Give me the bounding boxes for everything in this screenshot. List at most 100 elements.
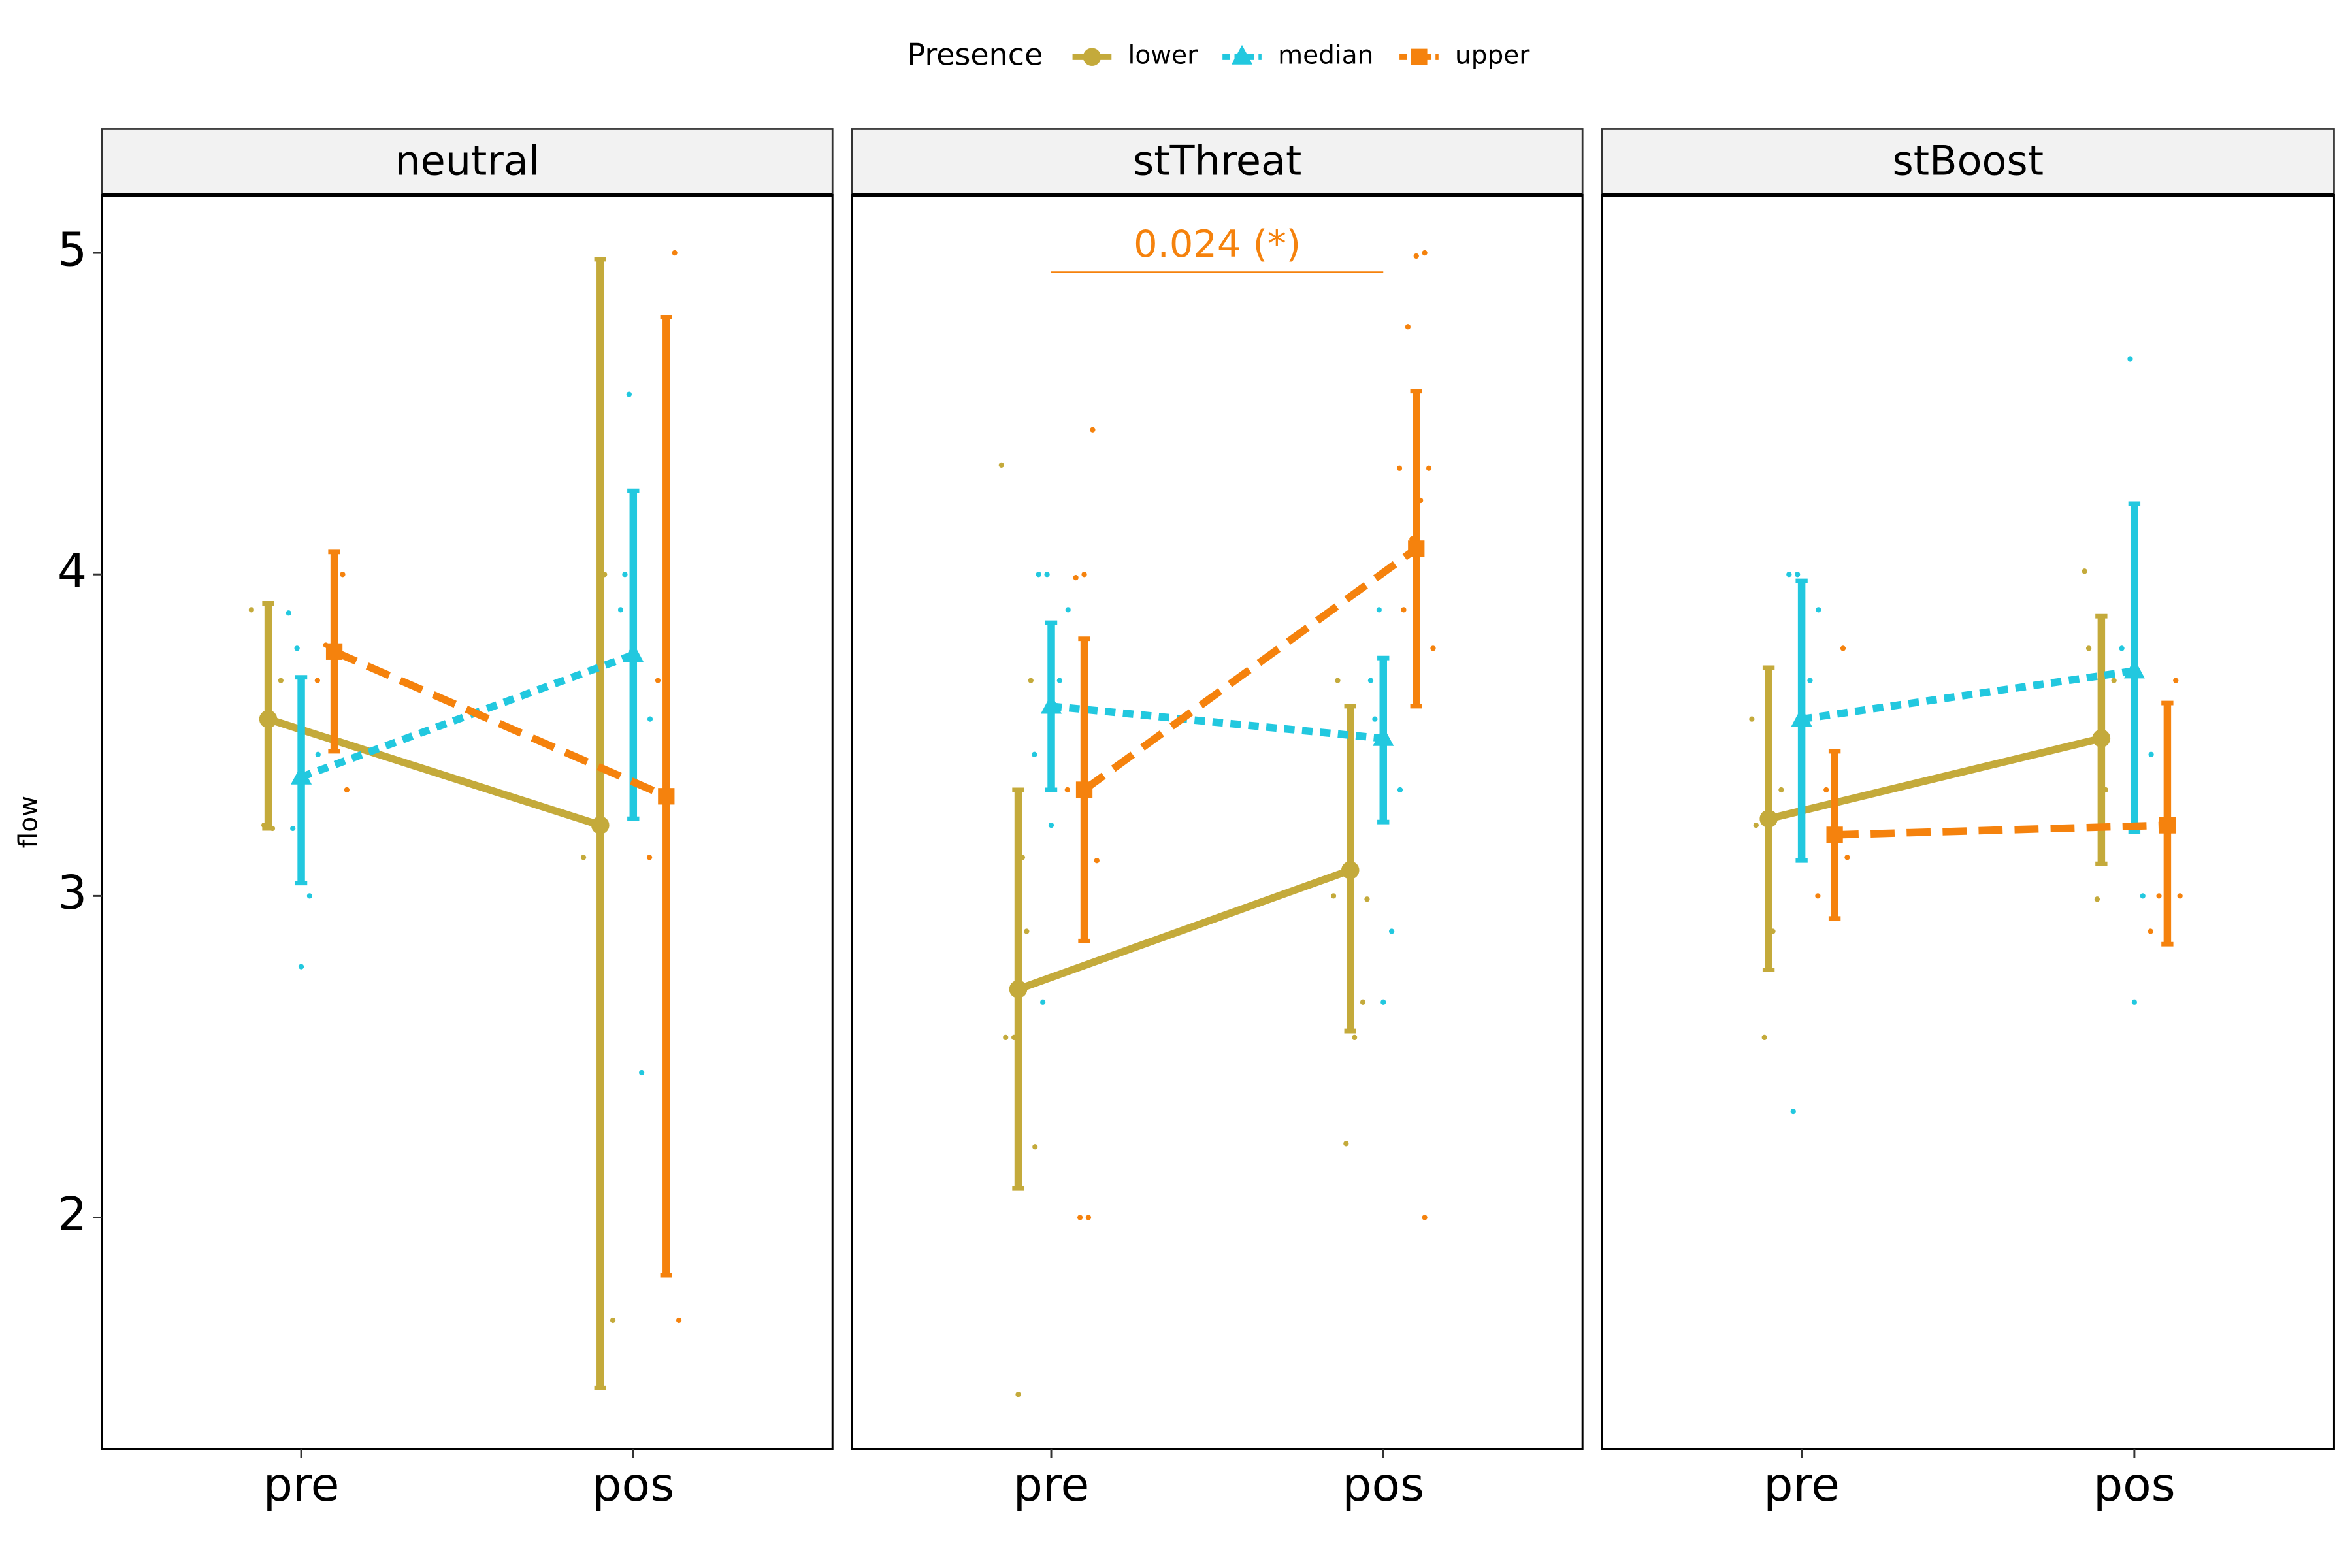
raw-point bbox=[622, 572, 628, 578]
raw-point bbox=[1044, 572, 1050, 578]
raw-point bbox=[1422, 1215, 1428, 1220]
panel-border bbox=[851, 193, 1584, 1450]
raw-point bbox=[2177, 893, 2183, 899]
legend-label: median bbox=[1278, 41, 1373, 71]
mean-point bbox=[1373, 726, 1394, 746]
raw-point bbox=[655, 678, 661, 683]
raw-point bbox=[1840, 645, 1846, 651]
raw-point bbox=[1807, 678, 1813, 683]
mean-point bbox=[658, 788, 675, 805]
series-line bbox=[1801, 667, 2135, 723]
raw-point bbox=[1388, 928, 1395, 934]
raw-point bbox=[2131, 999, 2138, 1005]
raw-point bbox=[2148, 751, 2154, 757]
raw-point bbox=[1036, 572, 1041, 578]
mean-point bbox=[623, 642, 644, 662]
x-tick-label: pos bbox=[1342, 1458, 1424, 1512]
raw-point bbox=[998, 462, 1004, 468]
raw-point bbox=[1380, 999, 1386, 1005]
mean-point bbox=[1075, 781, 1093, 798]
raw-point bbox=[1396, 465, 1403, 471]
raw-point bbox=[1094, 858, 1100, 864]
raw-point bbox=[2119, 645, 2125, 651]
raw-point bbox=[298, 964, 304, 970]
facet-strip bbox=[1601, 128, 2335, 196]
series-line bbox=[1082, 546, 1419, 793]
x-tick-label: pos bbox=[592, 1458, 674, 1512]
raw-point bbox=[1413, 253, 1419, 259]
raw-point bbox=[294, 645, 300, 651]
legend-key-marker bbox=[1411, 48, 1428, 65]
raw-point bbox=[676, 1317, 682, 1324]
mean-point bbox=[325, 643, 343, 660]
mean-point bbox=[1408, 540, 1425, 557]
raw-point bbox=[1015, 1392, 1021, 1397]
raw-point bbox=[1761, 1034, 1767, 1041]
mean-point bbox=[1759, 809, 1778, 828]
raw-point bbox=[306, 893, 313, 899]
raw-point bbox=[617, 607, 624, 613]
mean-point bbox=[1826, 826, 1843, 843]
raw-point bbox=[1815, 893, 1821, 899]
series-line bbox=[1767, 734, 2102, 823]
raw-point bbox=[1372, 716, 1378, 722]
mean-point bbox=[2159, 817, 2176, 834]
facet-strip bbox=[851, 128, 1584, 196]
raw-point bbox=[1405, 324, 1411, 330]
raw-point bbox=[639, 1070, 645, 1076]
facet-title: neutral bbox=[395, 137, 540, 184]
mean-point bbox=[1341, 861, 1360, 879]
raw-point bbox=[315, 751, 321, 757]
series-line bbox=[333, 648, 668, 800]
y-axis-label: flow bbox=[14, 796, 43, 848]
raw-point bbox=[1077, 1215, 1083, 1220]
raw-point bbox=[278, 678, 284, 683]
raw-point bbox=[610, 1317, 616, 1324]
raw-point bbox=[647, 716, 653, 722]
raw-point bbox=[1065, 607, 1071, 613]
raw-point bbox=[340, 572, 346, 578]
x-tick-label: pos bbox=[2093, 1458, 2176, 1512]
raw-point bbox=[314, 678, 320, 683]
facet-strip bbox=[101, 128, 834, 196]
raw-point bbox=[248, 607, 254, 613]
legend-title: Presence bbox=[907, 37, 1043, 73]
mean-point bbox=[591, 816, 610, 834]
raw-point bbox=[2127, 356, 2133, 362]
raw-point bbox=[1032, 751, 1037, 757]
facet-title: stBoost bbox=[1892, 137, 2044, 184]
legend-key-marker bbox=[1083, 48, 1102, 67]
raw-point bbox=[1844, 855, 1850, 860]
raw-point bbox=[1085, 1215, 1092, 1220]
raw-point bbox=[290, 825, 296, 832]
series-line bbox=[300, 651, 635, 781]
raw-point bbox=[2156, 893, 2162, 899]
raw-point bbox=[1401, 607, 1407, 613]
raw-point bbox=[2082, 568, 2087, 574]
panel-border bbox=[101, 193, 834, 1450]
raw-point bbox=[2094, 896, 2100, 902]
raw-point bbox=[626, 391, 632, 397]
y-tick-label: 3 bbox=[57, 866, 87, 920]
mean-point bbox=[2123, 659, 2145, 679]
raw-point bbox=[1352, 1034, 1358, 1041]
raw-point bbox=[344, 787, 350, 793]
raw-point bbox=[2173, 678, 2179, 683]
raw-point bbox=[286, 610, 291, 616]
mean-point bbox=[1040, 694, 1062, 714]
raw-point bbox=[1795, 572, 1801, 578]
panel-border bbox=[1601, 193, 2335, 1450]
raw-point bbox=[2111, 678, 2117, 683]
raw-point bbox=[1816, 607, 1821, 613]
raw-point bbox=[1426, 465, 1432, 471]
raw-point bbox=[1823, 787, 1829, 793]
raw-point bbox=[1032, 1144, 1038, 1150]
mean-point bbox=[2092, 729, 2111, 747]
raw-point bbox=[1790, 1108, 1796, 1115]
raw-point bbox=[1048, 822, 1054, 828]
mean-point bbox=[1009, 980, 1028, 998]
raw-point bbox=[1749, 716, 1755, 722]
